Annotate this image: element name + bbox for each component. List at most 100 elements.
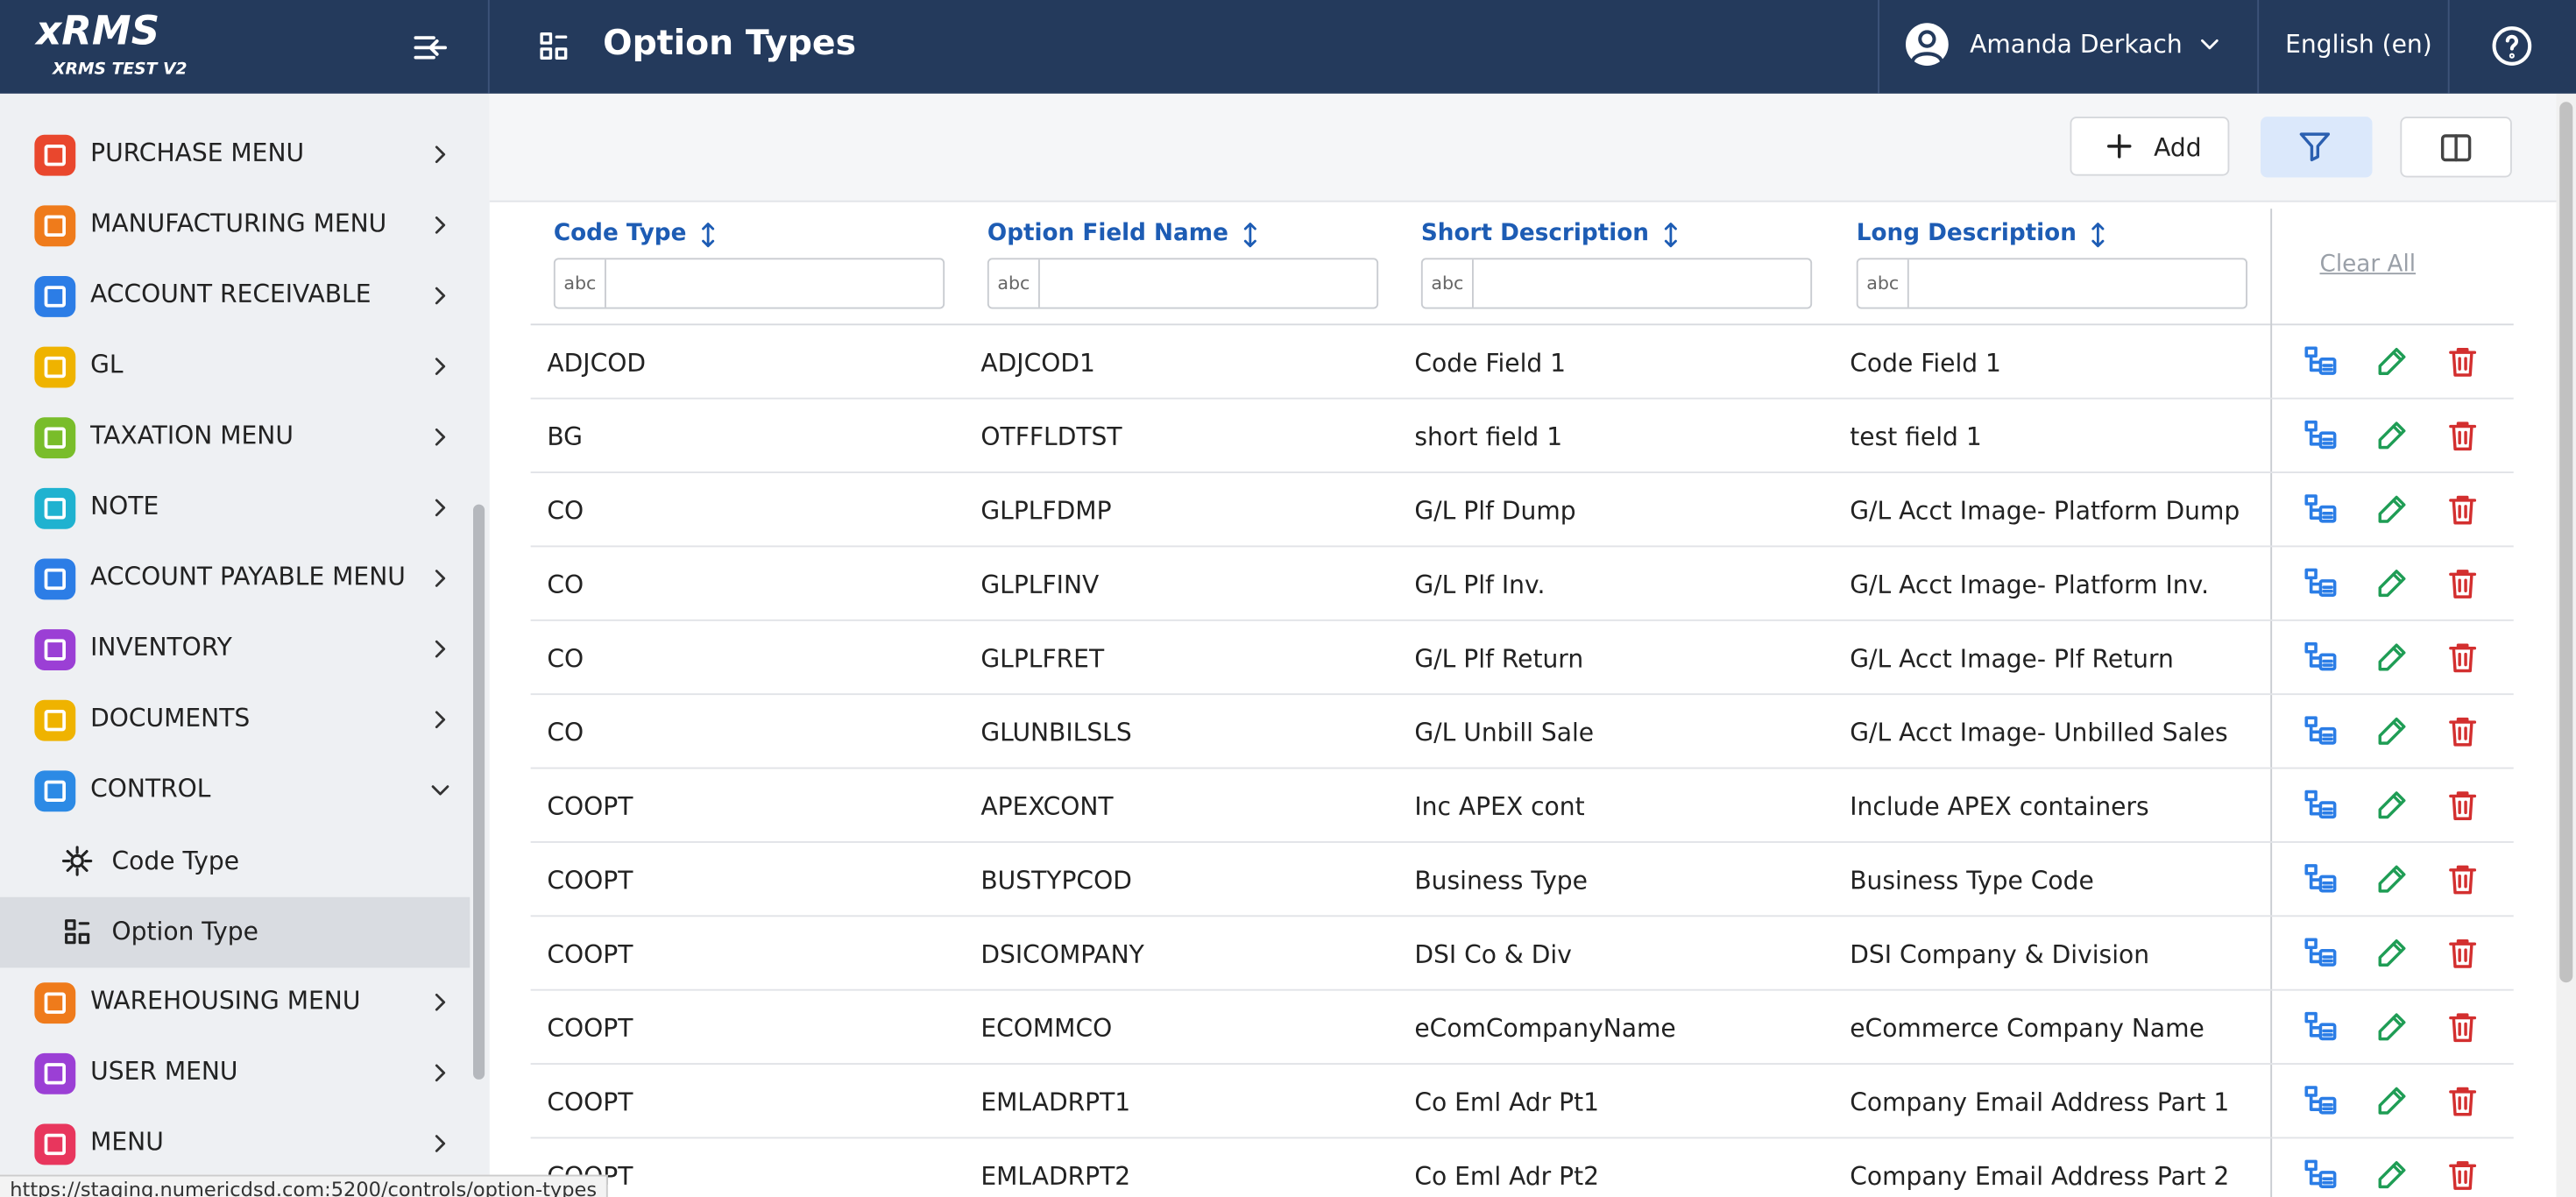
status-url: https://staging.numericdsd.com:5200/cont… <box>0 1174 609 1197</box>
filter-button[interactable] <box>2261 117 2373 178</box>
app-name: xRMS <box>36 8 160 54</box>
detail-button[interactable] <box>2302 565 2339 610</box>
menu-item[interactable]: NOTE <box>90 491 159 521</box>
submenu-item[interactable]: Code Type <box>111 846 240 876</box>
user-name[interactable]: Amanda Derkach <box>1970 29 2183 60</box>
detail-button[interactable] <box>2302 1083 2339 1128</box>
delete-button[interactable] <box>2445 861 2480 904</box>
detail-button[interactable] <box>2302 713 2339 758</box>
column-header[interactable]: Option Field Name <box>987 220 1228 247</box>
delete-button[interactable] <box>2445 639 2480 682</box>
divider <box>487 0 490 94</box>
menu-chevron <box>426 493 456 529</box>
sidebar-scrollbar <box>473 504 485 1080</box>
detail-button[interactable] <box>2302 935 2339 980</box>
delete-button[interactable] <box>2445 935 2480 978</box>
menu-chevron <box>426 210 456 246</box>
edit-button[interactable] <box>2374 861 2410 904</box>
columns-button[interactable] <box>2400 117 2512 178</box>
cell: G/L Unbill Sale <box>1414 718 1595 748</box>
menu-item[interactable]: ACCOUNT RECEIVABLE <box>90 279 372 309</box>
edit-button[interactable] <box>2374 713 2410 756</box>
detail-button[interactable] <box>2302 417 2339 462</box>
menu-item[interactable]: WAREHOUSING MENU <box>90 986 361 1016</box>
delete-button[interactable] <box>2445 492 2480 535</box>
cell: G/L Plf Return <box>1414 644 1584 674</box>
menu-item[interactable]: CONTROL <box>90 774 211 804</box>
delete-button[interactable] <box>2445 1009 2480 1052</box>
column-header[interactable]: Long Description <box>1856 220 2077 247</box>
cell: GLPLFRET <box>980 644 1105 674</box>
filter-input[interactable]: abc <box>1420 258 1813 309</box>
cell: eCommerce Company Name <box>1850 1013 2204 1044</box>
menu-item[interactable]: INVENTORY <box>90 632 232 662</box>
cell: COOPT <box>547 1087 633 1117</box>
menu-item[interactable]: ACCOUNT PAYABLE MENU <box>90 562 406 591</box>
menu-chevron <box>426 422 456 458</box>
edit-button[interactable] <box>2374 787 2410 830</box>
detail-button[interactable] <box>2302 639 2339 683</box>
add-label: Add <box>2154 132 2202 163</box>
menu-item[interactable]: MENU <box>90 1127 164 1157</box>
menu-chevron <box>426 634 456 670</box>
edit-button[interactable] <box>2374 1157 2410 1197</box>
edit-button[interactable] <box>2374 1083 2410 1126</box>
menu-chevron <box>426 776 456 811</box>
menu-icon <box>34 276 76 317</box>
cell: Include APEX containers <box>1850 791 2149 822</box>
add-button[interactable] <box>2070 117 2230 176</box>
filter-input[interactable]: abc <box>1856 258 2247 309</box>
filter-input[interactable]: abc <box>553 258 945 309</box>
language[interactable]: English (en) <box>2285 29 2432 60</box>
menu-item[interactable]: PURCHASE MENU <box>90 138 305 168</box>
collapse-button[interactable] <box>411 28 450 74</box>
cell: EMLADRPT2 <box>980 1161 1131 1192</box>
menu-item[interactable]: GL <box>90 350 124 380</box>
cell: APEXCONT <box>980 791 1114 822</box>
cell: Company Email Address Part 1 <box>1850 1087 2230 1117</box>
detail-button[interactable] <box>2302 344 2339 388</box>
submenu-item[interactable]: Option Type <box>111 917 258 946</box>
delete-button[interactable] <box>2445 344 2480 386</box>
app-env: XRMS TEST V2 <box>53 60 188 79</box>
row-line <box>530 1063 2514 1065</box>
edit-button[interactable] <box>2374 417 2410 460</box>
detail-button[interactable] <box>2302 1009 2339 1053</box>
cell: OTFFLDTST <box>980 421 1122 452</box>
clear-all[interactable]: Clear All <box>2319 251 2417 278</box>
column-header[interactable]: Code Type <box>553 220 687 247</box>
detail-button[interactable] <box>2302 492 2339 536</box>
cell: ADJCOD1 <box>980 348 1095 379</box>
menu-item[interactable]: DOCUMENTS <box>90 703 251 733</box>
delete-button[interactable] <box>2445 417 2480 460</box>
row-line <box>530 545 2514 548</box>
column-header[interactable]: Short Description <box>1420 220 1649 247</box>
detail-button[interactable] <box>2302 787 2339 832</box>
row-line <box>530 397 2514 400</box>
cell: GLUNBILSLS <box>980 718 1132 748</box>
delete-button[interactable] <box>2445 1083 2480 1126</box>
menu-item[interactable]: USER MENU <box>90 1056 238 1087</box>
row-line <box>530 841 2514 843</box>
detail-button[interactable] <box>2302 1157 2339 1197</box>
menu-item[interactable]: MANUFACTURING MENU <box>90 209 387 238</box>
cell: G/L Acct Image- Platform Dump <box>1850 496 2240 526</box>
delete-button[interactable] <box>2445 565 2480 608</box>
menu-item[interactable]: TAXATION MENU <box>90 421 294 450</box>
filter-input[interactable]: abc <box>987 258 1379 309</box>
edit-button[interactable] <box>2374 344 2410 386</box>
delete-button[interactable] <box>2445 713 2480 756</box>
delete-button[interactable] <box>2445 1157 2480 1197</box>
cell: COOPT <box>547 791 633 822</box>
detail-button[interactable] <box>2302 861 2339 906</box>
edit-button[interactable] <box>2374 492 2410 535</box>
edit-button[interactable] <box>2374 639 2410 682</box>
help-button[interactable] <box>2491 25 2534 74</box>
edit-button[interactable] <box>2374 1009 2410 1052</box>
edit-button[interactable] <box>2374 565 2410 608</box>
cell: DSI Company & Division <box>1850 939 2150 970</box>
menu-icon <box>34 487 76 529</box>
edit-button[interactable] <box>2374 935 2410 978</box>
delete-button[interactable] <box>2445 787 2480 830</box>
menu-icon <box>34 134 76 176</box>
